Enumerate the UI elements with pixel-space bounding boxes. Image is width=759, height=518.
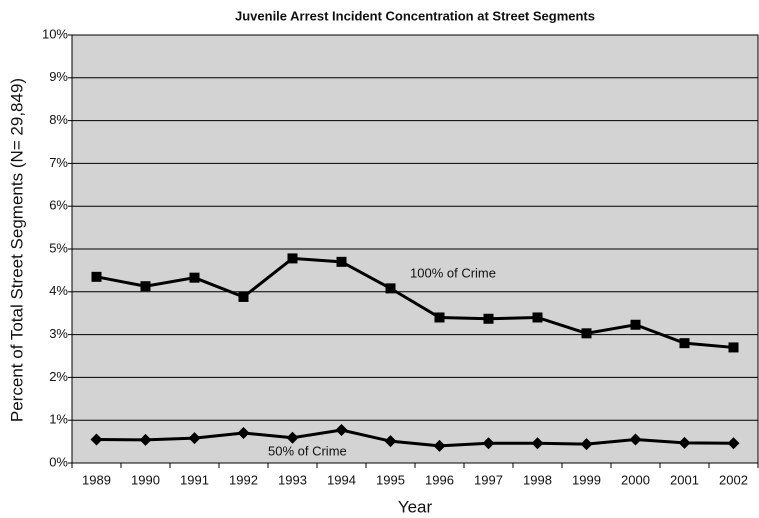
y-tick-label: 3% [49,326,68,341]
marker [581,328,592,339]
marker [433,439,446,452]
x-tick-label: 2001 [670,472,699,487]
x-tick-label: 1990 [131,472,160,487]
marker [237,427,250,440]
y-tick-label: 6% [49,198,68,213]
marker [91,271,102,282]
y-tick-label: 5% [49,240,68,255]
y-tick-label: 4% [49,283,68,298]
x-tick-label: 1998 [523,472,552,487]
x-tick-label: 2002 [719,472,748,487]
y-tick-label: 7% [49,155,68,170]
chart-title: Juvenile Arrest Incident Concentration a… [235,8,595,23]
series-line [96,256,734,349]
x-tick-label: 1989 [82,472,111,487]
marker [679,338,690,349]
marker [630,319,641,330]
marker [140,281,151,292]
x-axis-label: Year [398,497,433,516]
marker [728,342,739,353]
marker [531,437,544,450]
marker [335,424,348,437]
marker [287,253,298,264]
marker [286,431,299,444]
x-tick-label: 1991 [180,472,209,487]
marker [482,437,495,450]
marker [629,433,642,446]
marker [139,433,152,446]
marker [188,432,201,445]
marker [580,438,593,451]
x-tick-label: 1993 [278,472,307,487]
marker [336,256,347,267]
marker [532,312,543,323]
x-tick-label: 1995 [376,472,405,487]
marker [384,435,397,448]
marker [238,291,249,302]
y-tick-label: 2% [49,369,68,384]
y-tick-label: 9% [49,69,68,84]
y-tick-label: 0% [49,454,68,469]
marker [483,313,494,324]
x-tick-label: 1992 [229,472,258,487]
marker [90,433,103,446]
y-axis-label: Percent of Total Street Segments (N= 29,… [7,78,26,422]
x-tick-label: 1996 [425,472,454,487]
marker [678,436,691,449]
x-tick-label: 1994 [327,472,356,487]
series-line [96,428,734,448]
marker [189,272,200,283]
marker [727,437,740,450]
marker [385,283,396,294]
series-label: 50% of Crime [268,443,347,458]
marker [434,312,445,323]
series-label: 100% of Crime [410,265,496,280]
y-tick-label: 10% [42,26,68,41]
y-tick-label: 1% [49,412,68,427]
y-tick-label: 8% [49,112,68,127]
x-tick-label: 1999 [572,472,601,487]
x-tick-label: 2000 [621,472,650,487]
x-tick-label: 1997 [474,472,503,487]
